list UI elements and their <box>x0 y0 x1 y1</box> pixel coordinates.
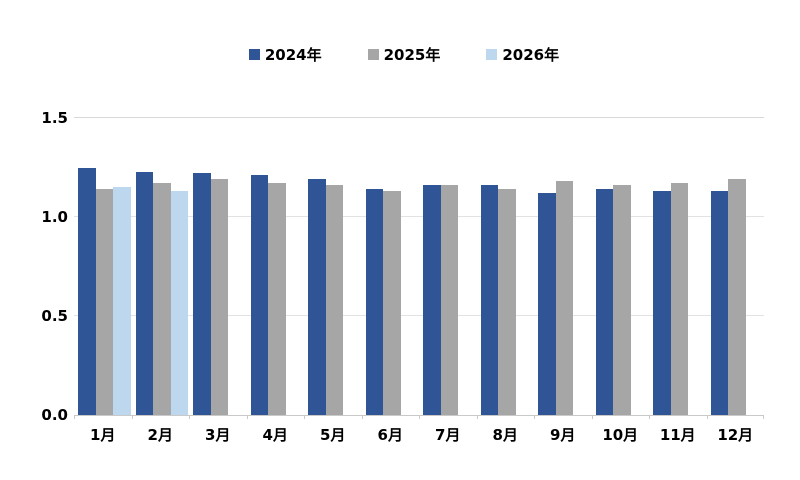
legend-item-2026年: 2026年 <box>486 44 559 65</box>
bar-group-1月 <box>74 118 132 415</box>
x-axis-label: 9月 <box>550 426 576 444</box>
chart-bar-2024年-6月 <box>365 189 383 415</box>
x-axis-tick <box>246 415 248 419</box>
x-axis-label: 6月 <box>377 426 403 444</box>
chart-bar-2025年-8月 <box>498 189 516 415</box>
chart-bar-2025年-9月 <box>555 181 573 415</box>
bar-groups <box>74 118 764 415</box>
bar-group-5月 <box>304 118 362 415</box>
bar-group-3月 <box>189 118 247 415</box>
chart-bar-2024年-5月 <box>308 179 326 415</box>
legend-color-swatch <box>486 48 498 60</box>
x-axis-tick <box>649 415 650 419</box>
chart-bar-2025年-10月 <box>613 185 631 415</box>
y-gridline <box>74 216 764 217</box>
bar-group-12月 <box>707 118 765 415</box>
x-axis-tick <box>189 415 190 419</box>
bar-group-10月 <box>592 118 650 415</box>
chart-bar-2026年-2月 <box>170 191 188 415</box>
x-axis-label: 11月 <box>659 426 696 444</box>
chart-bar-2025年-12月 <box>728 179 746 415</box>
plot-area <box>74 117 764 419</box>
chart-bar-2025年-11月 <box>670 183 688 415</box>
chart-bar-2025年-1月 <box>95 189 113 415</box>
x-axis-label: 5月 <box>320 426 346 444</box>
chart-bar-2026年-1月 <box>113 187 131 415</box>
chart-bar-2024年-8月 <box>480 185 498 415</box>
x-axis-label: 4月 <box>262 426 288 444</box>
bar-group-11月 <box>649 118 707 415</box>
bar-group-6月 <box>362 118 420 415</box>
legend-item-2024年: 2024年 <box>248 44 322 65</box>
x-axis-labels: 1月 2月 3月 4月 5月 6月 7月 8月 9月 10月 11月 12月 <box>74 425 764 445</box>
x-axis-tick <box>304 415 305 419</box>
chart-bar-2025年-7月 <box>440 185 458 415</box>
x-axis-tick <box>131 415 133 419</box>
y-axis-label: 0.0 <box>41 406 68 424</box>
chart-bar-2024年-12月 <box>710 191 728 415</box>
chart-bar-2024年-1月 <box>78 167 96 415</box>
x-axis-tick <box>763 415 764 419</box>
x-axis-label: 3月 <box>205 426 231 444</box>
bar-group-7月 <box>419 118 477 415</box>
x-axis-tick <box>706 415 708 419</box>
x-axis-tick <box>476 415 478 419</box>
legend-item-2025年: 2025年 <box>367 44 441 65</box>
chart-bar-2025年-5月 <box>325 185 343 415</box>
chart-bar-2025年-4月 <box>268 183 286 415</box>
legend-color-swatch <box>367 48 379 60</box>
x-axis-label: 2月 <box>147 426 173 444</box>
chart-bar-2024年-7月 <box>423 185 441 415</box>
y-axis-label: 1.5 <box>41 109 68 127</box>
x-axis-tick <box>74 415 75 419</box>
x-axis-label: 8月 <box>492 426 518 444</box>
chart-bar-2024年-9月 <box>538 193 556 415</box>
chart-bar-2025年-6月 <box>383 191 401 415</box>
x-axis-tick <box>591 415 593 419</box>
x-axis-label: 10月 <box>602 426 639 444</box>
y-axis-labels: 0.0 0.5 1.0 1.5 <box>18 109 68 424</box>
chart-bar-2024年-10月 <box>595 189 613 415</box>
chart-bar-2025年-3月 <box>210 179 228 415</box>
y-axis-label: 1.0 <box>41 208 68 226</box>
bar-group-2月 <box>132 118 190 415</box>
x-axis-tick <box>534 415 535 419</box>
legend-label: 2024年 <box>264 45 322 64</box>
bar-group-8月 <box>477 118 535 415</box>
legend-label: 2026年 <box>502 45 560 64</box>
y-gridline <box>74 315 764 316</box>
legend-color-swatch <box>248 48 260 60</box>
bar-group-9月 <box>534 118 592 415</box>
chart-legend: 2024年 2025年 2026年 <box>0 44 800 64</box>
chart-bar-2025年-2月 <box>153 183 171 415</box>
y-axis-label: 0.5 <box>41 307 68 325</box>
chart-bar-2024年-3月 <box>193 173 211 415</box>
bar-group-4月 <box>247 118 305 415</box>
y-gridline <box>74 117 764 118</box>
chart-bar-2024年-2月 <box>135 171 153 415</box>
x-axis-label: 7月 <box>435 426 461 444</box>
chart-bar-2024年-4月 <box>250 175 268 415</box>
x-axis-label: 1月 <box>90 426 116 444</box>
x-axis-tick <box>419 415 420 419</box>
legend-label: 2025年 <box>383 45 441 64</box>
x-axis-tick <box>361 415 363 419</box>
x-axis-label: 12月 <box>717 426 754 444</box>
chart-bar-2024年-11月 <box>653 191 671 415</box>
